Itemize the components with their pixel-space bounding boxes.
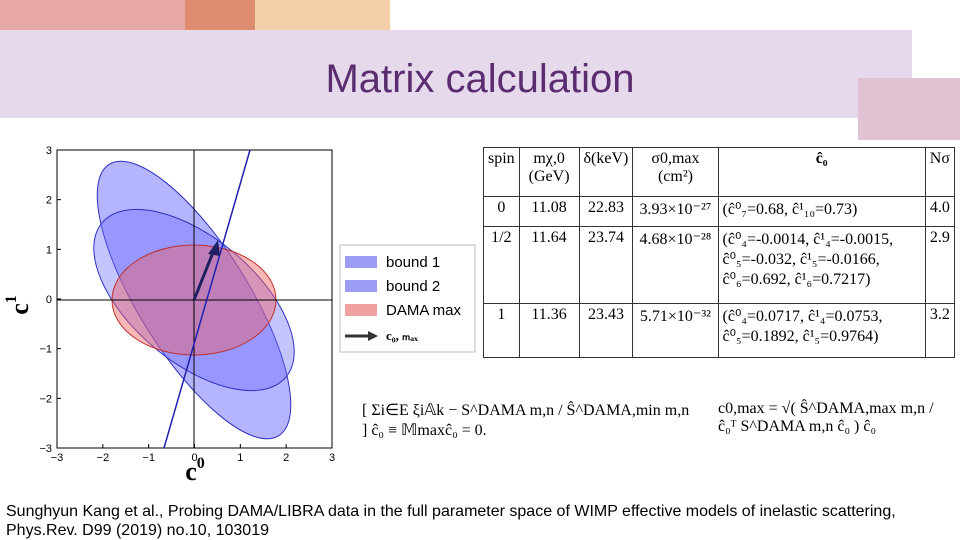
cell: 1/2 bbox=[483, 225, 520, 305]
x-tick-label: 1 bbox=[237, 452, 243, 464]
header-cell: δ(keV) bbox=[578, 147, 634, 197]
arrowhead bbox=[208, 240, 220, 256]
cell: 2.9 bbox=[924, 225, 956, 305]
x-tick-label: 0 bbox=[191, 452, 197, 464]
legend-entry: c₀, ₘₐₓ bbox=[386, 328, 418, 343]
cell: 11.64 bbox=[518, 225, 580, 305]
x-tick-label: 2 bbox=[283, 452, 289, 464]
legend-entry: DAMA max bbox=[386, 302, 462, 319]
y-label-sup: 1 bbox=[3, 295, 20, 303]
x-label: c0 bbox=[185, 455, 205, 486]
legend-swatch bbox=[345, 304, 377, 316]
y-label: c1 bbox=[3, 295, 34, 315]
x-label-base: c bbox=[185, 457, 197, 486]
row: 1/2 11.64 23.74 4.68×10⁻²⁸ (ĉ⁰₄=-0.0014, ĉ¹₄… bbox=[483, 225, 956, 305]
y-tick-label: −3 bbox=[39, 443, 52, 455]
cell: 1 bbox=[483, 303, 520, 358]
y-tick-label: 3 bbox=[46, 145, 52, 157]
title: Matrix calculation bbox=[325, 57, 635, 101]
cell: 3.93×10⁻²⁷ bbox=[632, 195, 719, 227]
cell: 3.2 bbox=[924, 303, 956, 358]
cell: (ĉ⁰₇=0.68, ĉ¹₁₀=0.73) bbox=[717, 195, 926, 227]
cell: 11.36 bbox=[518, 303, 580, 358]
equation: [ Σi∈E ξi𝔸k − S^DAMA m,n / Ŝ^DAMA,min m,… bbox=[362, 402, 690, 439]
cell: 22.83 bbox=[578, 195, 634, 227]
header-cell: σ0,max (cm²) bbox=[632, 147, 719, 197]
y-tick-label: −1 bbox=[39, 344, 52, 356]
c0-arrow bbox=[192, 249, 216, 301]
y-tick-label: 0 bbox=[46, 294, 52, 306]
x-tick-label: 3 bbox=[329, 452, 335, 464]
deco bbox=[858, 78, 960, 140]
legend-swatch bbox=[368, 331, 378, 341]
cell: 4.0 bbox=[924, 195, 956, 227]
results-table: spin mχ,0 (GeV) δ(keV) σ0,max (cm²) ĉ₀ Nσ 0 11… bbox=[483, 147, 956, 358]
y-tick-label: 2 bbox=[46, 195, 52, 207]
header-cell: mχ,0 (GeV) bbox=[518, 147, 580, 197]
legend-entry: bound 2 bbox=[386, 278, 440, 295]
legend-swatch bbox=[345, 256, 377, 268]
title-band bbox=[0, 30, 912, 118]
cell: 5.71×10⁻³² bbox=[632, 303, 719, 358]
cell: 4.68×10⁻²⁸ bbox=[632, 225, 719, 305]
y-tick-label: 1 bbox=[46, 244, 52, 256]
y-tick-label: −2 bbox=[39, 393, 52, 405]
cell: (ĉ⁰₄=-0.0014, ĉ¹₄=-0.0015, ĉ⁰₅=-0.032, ĉ… bbox=[717, 225, 926, 305]
citation: Sunghyun Kang et al., Probing DAMA/LIBRA… bbox=[6, 503, 896, 539]
header-row: spin mχ,0 (GeV) δ(keV) σ0,max (cm²) ĉ₀ Nσ bbox=[483, 147, 956, 197]
direction-line bbox=[163, 149, 251, 449]
row: 0 11.08 22.83 3.93×10⁻²⁷ (ĉ⁰₇=0.68, ĉ¹₁₀=0.7… bbox=[483, 195, 956, 227]
legend-swatch bbox=[345, 280, 377, 292]
cell: (ĉ⁰₄=0.0717, ĉ¹₄=0.0753, ĉ⁰₅=0.1892, ĉ¹₅… bbox=[717, 303, 926, 358]
cell: 23.43 bbox=[578, 303, 634, 358]
cell: 11.08 bbox=[518, 195, 580, 227]
x-tick-label: −3 bbox=[51, 452, 64, 464]
x-tick-label: −2 bbox=[97, 452, 110, 464]
row: 1 11.36 23.43 5.71×10⁻³² (ĉ⁰₄=0.0717, ĉ¹₄=0.… bbox=[483, 303, 956, 358]
equation: c0,max = √( Ŝ^DAMA,max m,n / ĉ₀ᵀ S^DAMA … bbox=[718, 400, 934, 435]
y-label-base: c bbox=[5, 303, 34, 315]
x-label-sup: 0 bbox=[197, 455, 205, 472]
header-cell: spin bbox=[483, 147, 520, 197]
header-cell: Nσ bbox=[924, 147, 956, 197]
legend-entry: bound 1 bbox=[386, 254, 440, 271]
cell: 0 bbox=[483, 195, 520, 227]
x-tick-label: −1 bbox=[142, 452, 155, 464]
header-cell: ĉ₀ bbox=[717, 147, 926, 197]
cell: 23.74 bbox=[578, 225, 634, 305]
